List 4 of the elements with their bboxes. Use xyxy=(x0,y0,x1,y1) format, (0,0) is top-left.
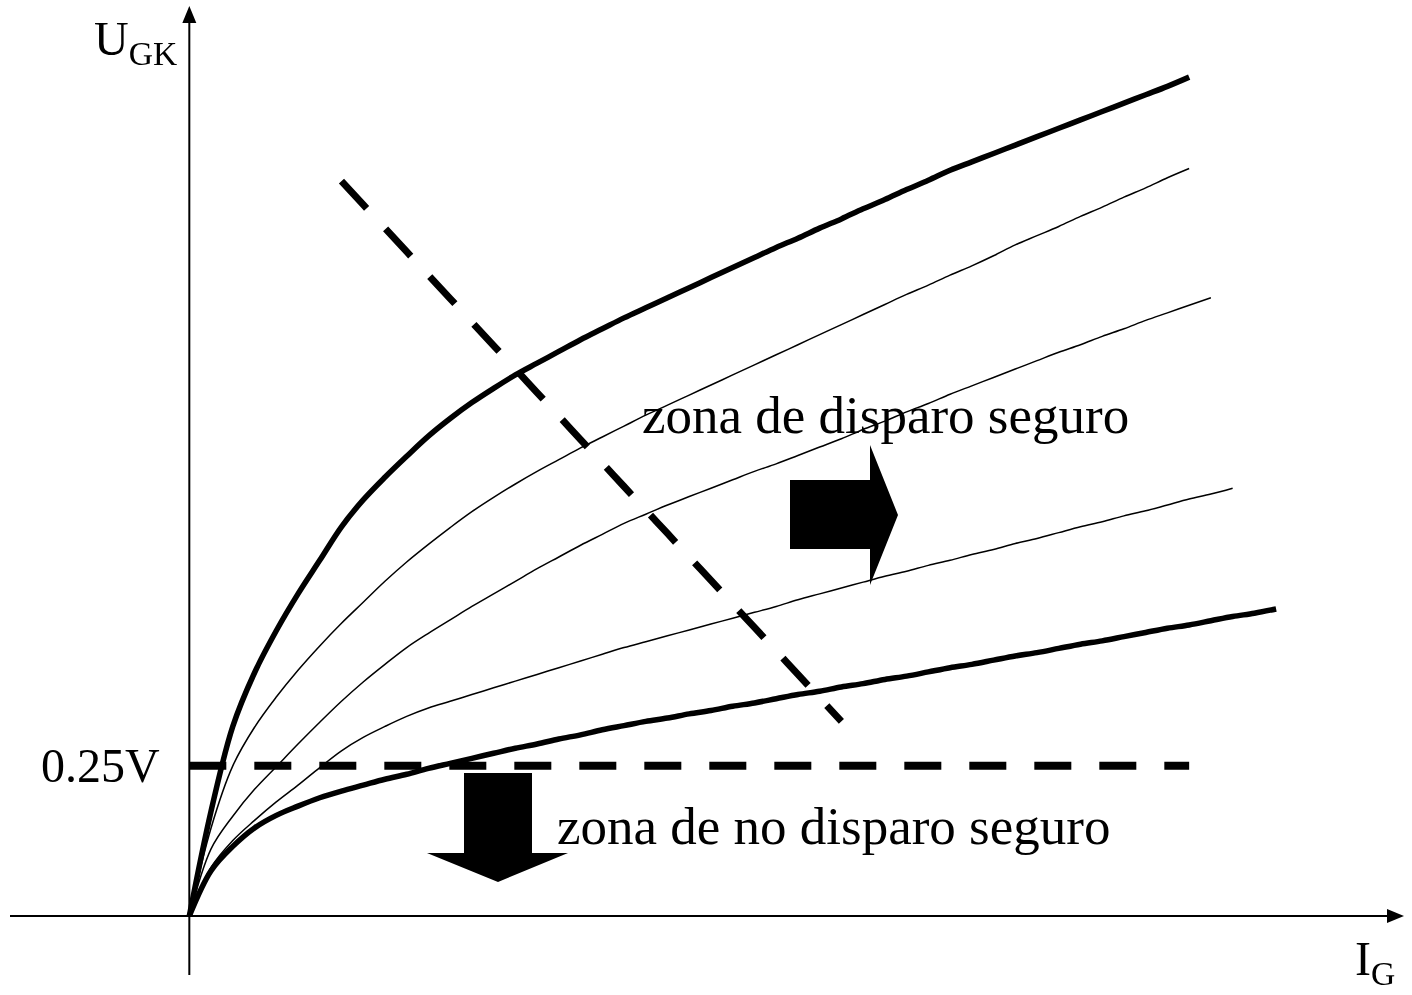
y-axis-title: U$_{GK}$ xyxy=(94,12,178,73)
ref-line-label: 0.25V xyxy=(41,739,160,792)
annotation: zona de no disparo seguro xyxy=(557,797,1111,855)
x-axis-title: I$_{G}$ xyxy=(1355,932,1396,993)
